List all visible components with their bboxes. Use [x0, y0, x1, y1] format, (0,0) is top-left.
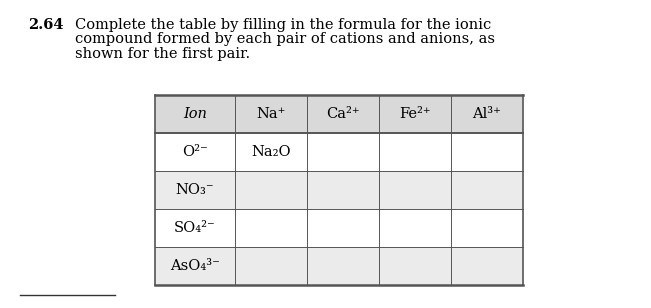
- Text: Al³⁺: Al³⁺: [473, 107, 501, 121]
- Text: Ca²⁺: Ca²⁺: [326, 107, 360, 121]
- Text: shown for the first pair.: shown for the first pair.: [75, 47, 250, 61]
- Text: Na⁺: Na⁺: [256, 107, 286, 121]
- Text: Fe²⁺: Fe²⁺: [399, 107, 431, 121]
- Text: AsO₄³⁻: AsO₄³⁻: [170, 259, 220, 273]
- Bar: [155, 95, 523, 133]
- Text: NO₃⁻: NO₃⁻: [176, 183, 214, 197]
- Bar: [155, 209, 523, 247]
- Bar: [155, 171, 523, 209]
- Text: Complete the table by filling in the formula for the ionic: Complete the table by filling in the for…: [75, 18, 492, 32]
- Bar: [155, 133, 523, 171]
- Text: Na₂O: Na₂O: [251, 145, 291, 159]
- Text: SO₄²⁻: SO₄²⁻: [174, 221, 216, 235]
- Bar: [155, 247, 523, 285]
- Text: 2.64: 2.64: [28, 18, 64, 32]
- Text: Ion: Ion: [183, 107, 207, 121]
- Text: O²⁻: O²⁻: [182, 145, 208, 159]
- Text: compound formed by each pair of cations and anions, as: compound formed by each pair of cations …: [75, 33, 495, 47]
